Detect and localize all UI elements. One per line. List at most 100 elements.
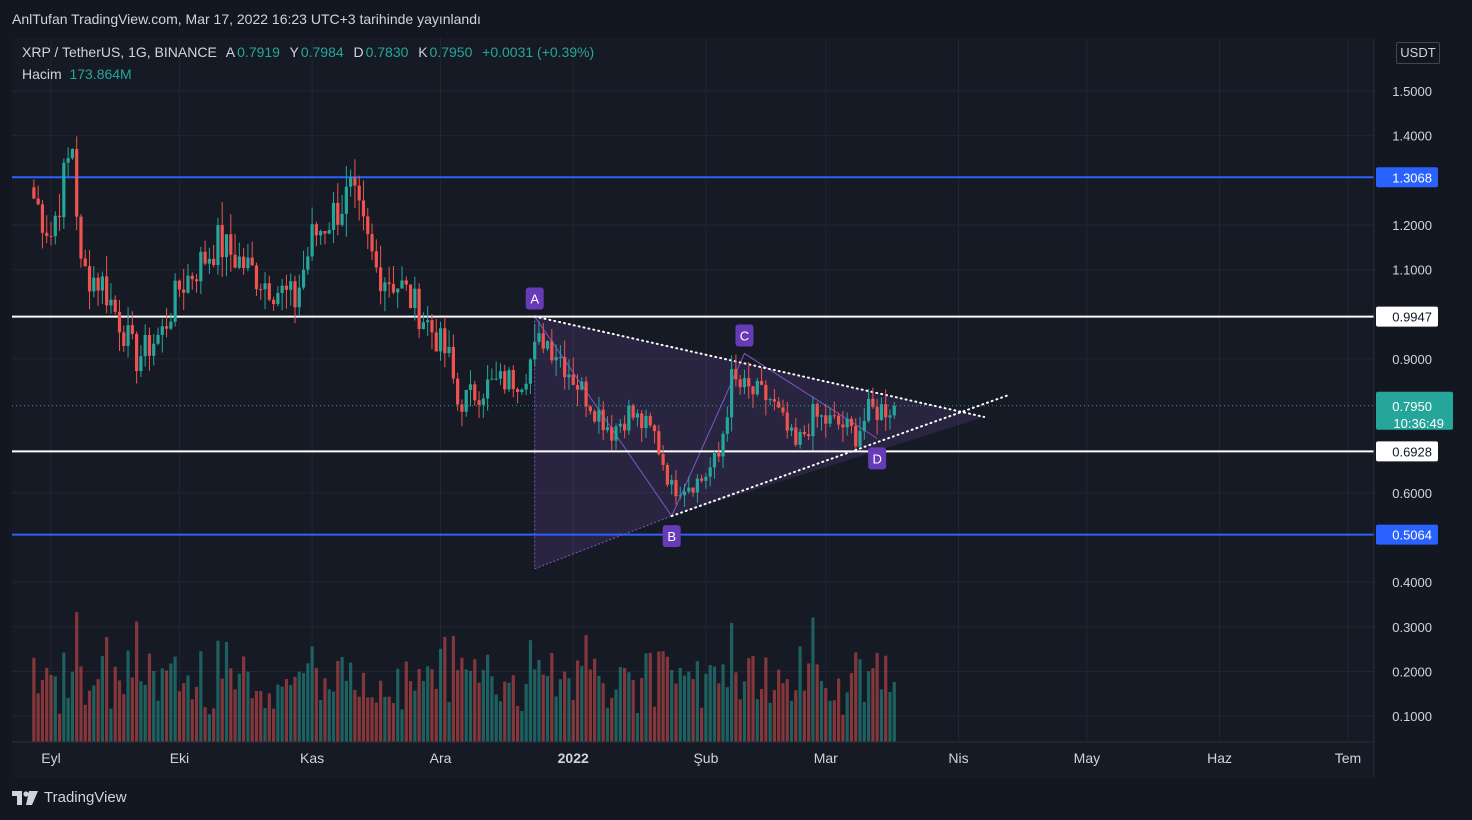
low-label: D [353, 44, 364, 60]
lower-trendline [670, 393, 1011, 518]
volume-bar [841, 714, 845, 742]
chart-area[interactable] [12, 38, 1472, 778]
volume-bar [379, 680, 383, 742]
open-value: 0.7919 [237, 44, 280, 60]
candle-body [764, 384, 768, 401]
volume-bar [695, 661, 699, 742]
candle-body [57, 215, 62, 218]
price-tick-label: 1.1000 [1392, 263, 1432, 278]
volume-bar [464, 669, 468, 742]
candle-body [421, 322, 426, 330]
volume-bar [169, 663, 173, 742]
candle-body [742, 378, 747, 388]
point-badge-b [662, 525, 681, 548]
change-value: +0.0031 (+0.39%) [482, 44, 595, 60]
candle-body [349, 177, 353, 187]
candle-body [862, 420, 866, 431]
volume-bar [477, 682, 481, 742]
volume-bar [682, 675, 687, 742]
time-axis: Eyl Eki Kas Ara 2022 Şub Mar Nis May Haz Tem [12, 741, 1374, 766]
volume-bar [481, 669, 485, 742]
volume-bar [691, 679, 695, 742]
symbol-label[interactable]: XRP / TetherUS, 1G, BINANCE [22, 44, 217, 60]
volume-bar [533, 669, 537, 742]
volume-bar [421, 681, 426, 742]
volume-bar [263, 708, 267, 742]
volume-bar [618, 667, 622, 742]
volume-bar [96, 679, 100, 742]
volume-bar [858, 659, 862, 742]
candle-body [117, 311, 122, 333]
volume-bar [135, 621, 139, 742]
volume-bar [113, 666, 117, 742]
candle-body [438, 328, 443, 352]
candle-body [520, 389, 524, 393]
volume-bar [584, 635, 588, 742]
volume-bar [862, 701, 866, 742]
volume-bar [473, 659, 477, 742]
candle-body [498, 371, 503, 379]
volume-bar [62, 652, 66, 742]
volume-bar [879, 689, 884, 742]
volume-bar [199, 651, 203, 742]
candle-body [280, 285, 284, 293]
volume-bar [515, 705, 520, 742]
candle-body [849, 418, 854, 426]
candle-body [648, 415, 652, 426]
volume-bar [759, 688, 764, 742]
volume-bar [36, 693, 40, 742]
candle-body [164, 326, 169, 329]
currency-unit-button[interactable]: USDT [1396, 42, 1440, 64]
volume-bar [92, 685, 96, 742]
candle-body [888, 415, 892, 418]
volume-bar [627, 672, 631, 742]
candle-body [79, 216, 83, 259]
time-tick-label: Haz [1207, 750, 1232, 766]
close-label: K [418, 44, 428, 60]
volume-bar [443, 636, 447, 742]
candle-body [464, 389, 468, 412]
volume-bar [811, 617, 815, 742]
volume-bar [554, 696, 558, 742]
volume-bar [109, 708, 113, 742]
tradingview-logo-icon [12, 790, 38, 805]
price-tick-label: 0.4000 [1392, 575, 1432, 590]
candle-body [481, 398, 485, 405]
candle-body [794, 427, 798, 445]
candle-body [798, 431, 802, 445]
volume-bar [130, 677, 134, 742]
candle-body [387, 282, 391, 285]
candle-body [293, 281, 297, 308]
candle-body [36, 198, 40, 205]
volume-bar [849, 673, 854, 742]
candle-body [687, 487, 691, 492]
volume-bar [725, 687, 729, 742]
candle-body [670, 480, 674, 485]
volume-bar [524, 683, 528, 742]
volume-bar [640, 678, 644, 742]
volume-bar [297, 671, 301, 742]
time-tick-label: Şub [693, 750, 718, 766]
candle-body [130, 325, 134, 334]
volume-bar [588, 669, 592, 742]
volume-bar [884, 655, 888, 742]
horizontal-levels [12, 176, 1374, 536]
volume-bar [781, 683, 785, 742]
volume-bar [310, 646, 314, 742]
volume-bar [622, 668, 627, 742]
candle-body [541, 333, 545, 349]
candle-body [87, 266, 92, 292]
volume-bar [503, 681, 507, 742]
volume-bar [374, 702, 378, 742]
volume-bar [289, 684, 293, 742]
pattern-point-labels: A B C D [525, 287, 887, 548]
tradingview-brand[interactable]: TradingView [12, 789, 127, 806]
volume-bar [610, 697, 614, 742]
candle-body [237, 256, 241, 268]
volume-bar [404, 661, 408, 742]
volume-bar [233, 689, 237, 742]
candle-body [182, 289, 186, 293]
volume-bar [563, 671, 567, 742]
volume-bar [700, 707, 704, 742]
